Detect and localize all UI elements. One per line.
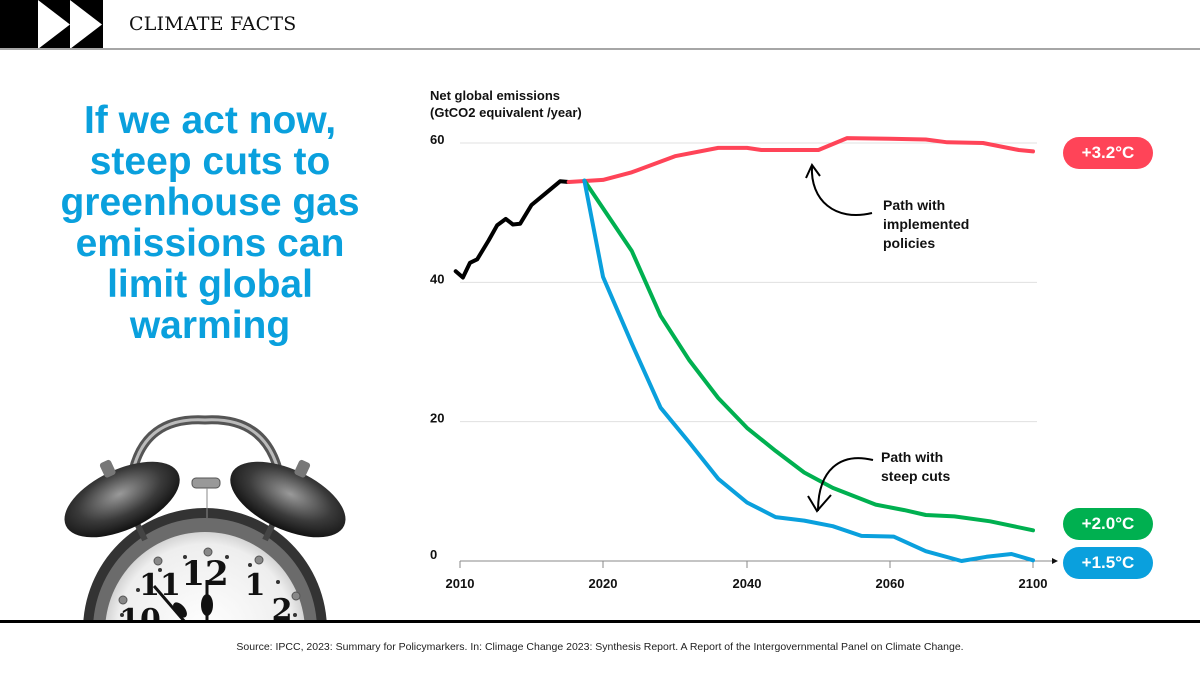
- source-note: Source: IPCC, 2023: Summary for Policyma…: [236, 641, 964, 653]
- footer-divider: [0, 620, 1200, 623]
- steep-cuts-arrow: [817, 457, 874, 512]
- annotation-steep-cuts: Path with steep cuts: [881, 448, 950, 486]
- y-tick-label: 60: [430, 132, 444, 147]
- end-label-1-5: +1.5°C: [1063, 547, 1153, 579]
- clock-numeral-2: 2: [272, 593, 293, 620]
- x-axis-arrow-icon: [1052, 558, 1058, 564]
- alarm-clock-icon: 12 11 1 10 2: [64, 415, 346, 620]
- y-tick-label: 40: [430, 271, 444, 286]
- y-axis-title: Net global emissions (GtCO2 equivalent /…: [430, 87, 582, 121]
- clock-numeral-11: 11: [139, 568, 181, 603]
- annotation-line: Path with: [883, 197, 946, 213]
- implemented-policies-line: [566, 136, 1035, 184]
- end-label-3-2: +3.2°C: [1063, 137, 1153, 169]
- steep-cuts-arrowhead: [807, 494, 832, 513]
- implemented-policies-arrowhead: [805, 163, 821, 179]
- annotation-line: policies: [883, 235, 936, 251]
- clock-numeral-12: 12: [181, 554, 228, 594]
- header-title: CLIMATE FACTS: [129, 13, 297, 35]
- y-tick-label: 0: [430, 547, 437, 562]
- annotation-line: Path with: [881, 449, 944, 465]
- fast-forward-icon: [0, 0, 103, 49]
- x-tick-label: 2100: [1019, 576, 1048, 591]
- annotation-implemented-policies: Path with implemented policies: [883, 196, 969, 253]
- clock-numeral-10: 10: [119, 603, 161, 620]
- header-divider: [0, 48, 1200, 50]
- x-tick-label: 2010: [446, 576, 475, 591]
- end-label-2-0: +2.0°C: [1063, 508, 1153, 540]
- annotation-line: steep cuts: [881, 468, 951, 484]
- implemented-policies-arrow: [810, 165, 873, 216]
- historical-line: [453, 179, 571, 280]
- two-degree-line: [582, 178, 1035, 533]
- clock-numeral-1: 1: [245, 568, 266, 603]
- y-axis-title-line1: Net global emissions: [430, 88, 561, 103]
- header: CLIMATE FACTS: [0, 0, 1200, 50]
- x-tick-label: 2020: [589, 576, 618, 591]
- y-axis-title-line2: (GtCO2 equivalent /year): [430, 105, 582, 120]
- x-tick-label: 2060: [876, 576, 905, 591]
- one-five-degree-line: [582, 178, 1035, 563]
- x-tick-label: 2040: [733, 576, 762, 591]
- y-tick-label: 20: [430, 411, 444, 426]
- headline: If we act now, steep cuts to greenhouse …: [60, 99, 360, 347]
- annotation-line: implemented: [883, 216, 970, 232]
